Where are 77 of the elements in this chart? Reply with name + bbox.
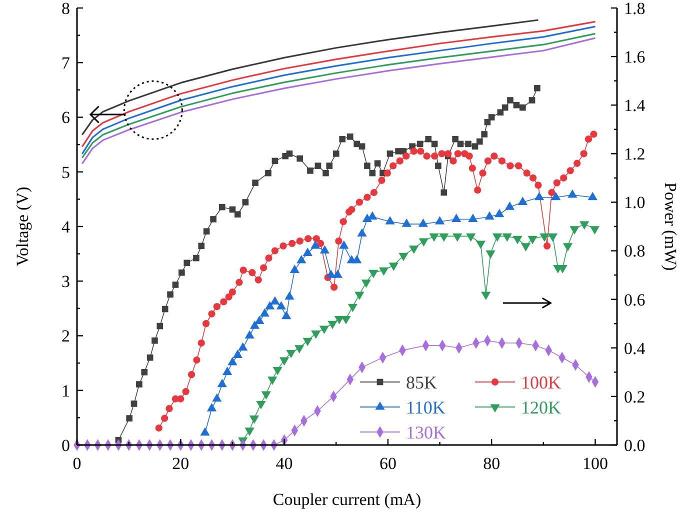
point <box>276 301 286 310</box>
point <box>362 214 372 222</box>
point <box>200 427 210 436</box>
point <box>494 208 504 218</box>
point <box>232 350 242 358</box>
legend-label: 110K <box>406 397 446 418</box>
x-tick-label: 40 <box>276 454 293 473</box>
x-tick-label: 60 <box>379 454 396 473</box>
x-tick-label: 20 <box>172 454 190 473</box>
y2-tick-label: 0.8 <box>624 242 646 261</box>
point <box>434 216 445 224</box>
y2-tick-label: 0.0 <box>624 436 646 455</box>
y-tick-label: 7 <box>62 54 70 73</box>
point <box>228 356 238 366</box>
legend-label: 100K <box>521 372 561 392</box>
y2-tick-label: 0.4 <box>624 338 646 358</box>
point <box>332 270 342 278</box>
point <box>244 428 254 436</box>
point <box>256 400 266 410</box>
line-series <box>81 19 540 136</box>
x-tick-label: 80 <box>483 454 500 473</box>
y-tick-label: 2 <box>62 326 70 346</box>
point <box>402 218 412 227</box>
point <box>368 211 378 220</box>
point <box>418 218 428 227</box>
y2-axis-title: Power (mW) <box>661 182 680 271</box>
y2-tick-label: 0.2 <box>624 387 646 406</box>
legend-label: 130K <box>406 422 446 442</box>
y2-tick-label: 0.6 <box>624 290 646 310</box>
point <box>310 240 320 249</box>
x-tick-label: 100 <box>582 454 608 473</box>
point <box>250 320 260 329</box>
point <box>254 316 264 324</box>
point <box>504 202 515 210</box>
point <box>217 378 227 388</box>
point <box>222 366 232 375</box>
point <box>296 254 306 264</box>
y-tick-label: 5 <box>62 162 70 182</box>
y-tick-label: 6 <box>62 108 70 128</box>
point <box>260 308 270 317</box>
y-tick-label: 0 <box>62 436 70 455</box>
y2-tick-label: 1.0 <box>624 193 646 212</box>
point <box>385 216 395 224</box>
point <box>484 211 494 220</box>
y-tick-label: 3 <box>62 272 70 292</box>
y-tick-label: 4 <box>62 217 70 236</box>
point <box>290 264 300 273</box>
legend-label: 120K <box>521 397 561 418</box>
y-tick-label: 8 <box>62 0 70 18</box>
y2-tick-label: 1.4 <box>624 96 646 116</box>
point <box>282 310 292 320</box>
point <box>339 240 349 249</box>
y-tick-label: 1 <box>62 381 70 400</box>
point <box>588 192 598 200</box>
y2-tick-label: 1.2 <box>624 144 646 164</box>
point <box>212 393 222 402</box>
point <box>206 403 217 412</box>
point <box>270 296 280 305</box>
point <box>244 330 254 339</box>
point <box>320 245 330 254</box>
y-axis-title: Voltage (V) <box>13 186 32 266</box>
point <box>551 192 561 200</box>
point <box>284 291 294 300</box>
point <box>302 248 312 256</box>
point <box>238 342 248 351</box>
point <box>534 192 544 200</box>
y2-tick-label: 1.6 <box>624 48 646 67</box>
x-axis-title: Coupler current (mA) <box>272 490 422 509</box>
point <box>264 301 275 310</box>
point <box>452 214 462 222</box>
point <box>357 228 367 237</box>
y2-tick-label: 1.8 <box>624 0 646 18</box>
point <box>352 254 362 264</box>
point <box>568 189 578 198</box>
point <box>518 196 528 205</box>
point <box>468 214 478 222</box>
legend-label: 85K <box>406 372 437 392</box>
